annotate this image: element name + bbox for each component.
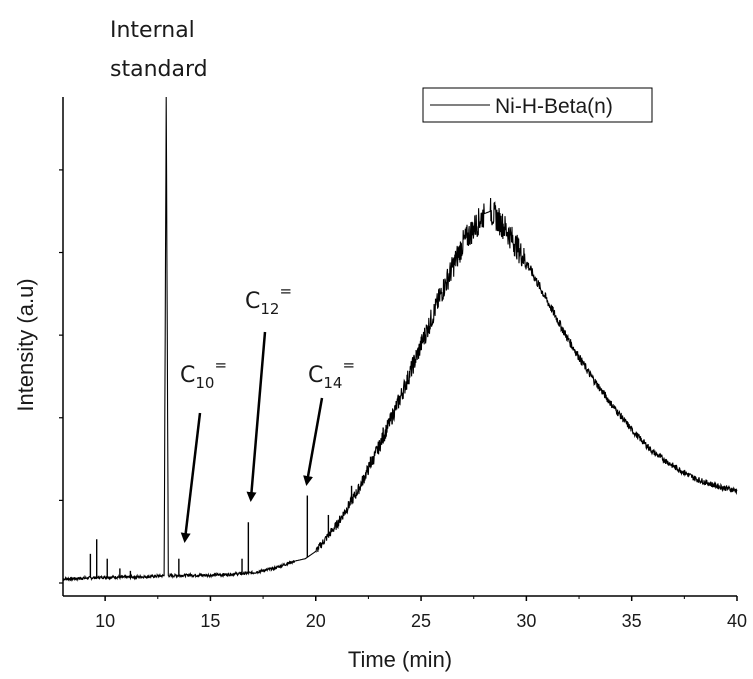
- x-axis-title: Time (min): [348, 647, 452, 672]
- x-axis-ticks: 10 15 20 25 30 35 40: [95, 596, 747, 631]
- x-tick-label: 15: [200, 611, 220, 631]
- annotation-internal-standard: Internal standard: [110, 18, 208, 82]
- annotation-c10: C10=: [180, 356, 227, 543]
- x-tick-label: 30: [516, 611, 536, 631]
- annotation-internal-line2: standard: [110, 57, 208, 82]
- x-tick-label: 20: [306, 611, 326, 631]
- annotation-c14-arrow: [303, 397, 324, 486]
- x-tick-label: 35: [622, 611, 642, 631]
- x-tick-label: 10: [95, 611, 115, 631]
- y-axis-ticks: [59, 169, 63, 584]
- annotation-c10-label: C10=: [180, 356, 227, 392]
- y-axis-title: Intensity (a.u): [13, 278, 38, 411]
- legend: Ni-H-Beta(n): [422, 87, 653, 123]
- annotation-c12-arrow: [246, 331, 267, 502]
- legend-label: Ni-H-Beta(n): [495, 95, 613, 118]
- annotation-c14: C14=: [303, 356, 355, 486]
- annotation-c12-label: C12=: [245, 282, 292, 318]
- annotation-c14-label: C14=: [308, 356, 355, 392]
- annotation-c12: C12=: [245, 282, 292, 502]
- x-tick-label: 25: [411, 611, 431, 631]
- x-tick-label: 40: [727, 611, 747, 631]
- annotation-c10-arrow: [180, 412, 202, 543]
- series-line-ni-h-beta: [62, 96, 738, 582]
- series-spikes: [89, 427, 384, 578]
- annotation-internal-line1: Internal: [110, 18, 195, 43]
